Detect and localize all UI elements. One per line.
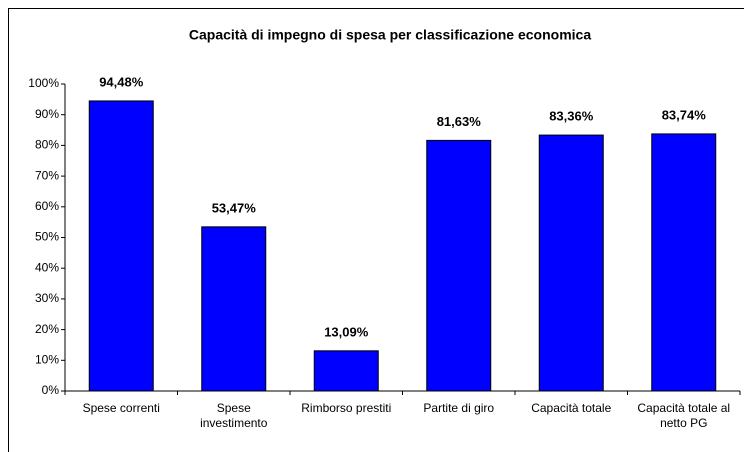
y-tick-label: 10% — [35, 352, 59, 366]
y-tick-label: 30% — [35, 291, 59, 305]
y-tick-label: 80% — [35, 138, 59, 152]
x-tick-label: Partite di giro — [423, 401, 495, 415]
chart-title: Capacità di impegno di spesa per classif… — [189, 27, 591, 43]
y-tick-label: 60% — [35, 199, 59, 213]
value-label: 83,36% — [549, 109, 594, 124]
y-tick-label: 50% — [35, 230, 59, 244]
y-tick-label: 100% — [28, 76, 59, 90]
x-tick-label: Spese correnti — [82, 401, 160, 415]
value-label: 94,48% — [99, 74, 144, 89]
value-label: 53,47% — [212, 200, 257, 215]
x-tick-label: Capacità totale — [531, 401, 612, 415]
y-tick-label: 70% — [35, 168, 59, 182]
x-tick-label: Spese investimento — [200, 401, 268, 430]
bar — [426, 139, 492, 392]
y-tick-label: 90% — [35, 107, 59, 121]
bar — [538, 134, 604, 392]
value-label: 13,09% — [324, 324, 369, 339]
x-tick-label: Rimborso prestiti — [301, 401, 392, 415]
bar — [313, 350, 379, 392]
x-tick-label: Capacità totale al netto PG — [637, 401, 731, 430]
value-label: 81,63% — [437, 114, 482, 129]
bar — [201, 226, 267, 392]
bar — [88, 100, 154, 392]
y-tick-label: 40% — [35, 260, 59, 274]
bar — [651, 133, 717, 392]
y-tick-label: 0% — [42, 383, 60, 397]
value-label: 83,74% — [662, 107, 707, 122]
y-tick-label: 20% — [35, 322, 59, 336]
